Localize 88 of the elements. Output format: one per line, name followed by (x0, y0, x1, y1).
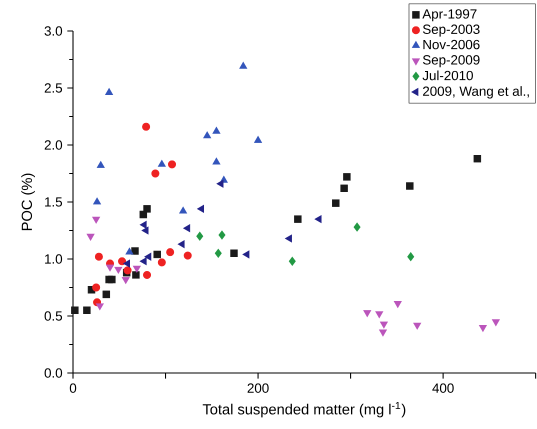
point (108, 276, 116, 284)
point (379, 330, 387, 336)
point (413, 322, 422, 330)
y-tick-label: 0.5 (44, 311, 62, 321)
point (142, 226, 149, 234)
point (96, 160, 105, 168)
x-axis-title: Total suspended matter (mg l$^{-1}$) (202, 402, 406, 418)
point (474, 154, 482, 162)
point (122, 277, 130, 284)
point (184, 252, 192, 260)
point (288, 256, 296, 266)
point (314, 215, 322, 224)
point (363, 310, 372, 318)
point (197, 204, 204, 213)
point (407, 252, 414, 262)
point (179, 206, 188, 214)
legend-label: 2009, Wang et al., (423, 86, 529, 99)
point (114, 266, 122, 274)
point (203, 131, 212, 138)
y-axis-title: POC (%) (21, 174, 35, 230)
point (71, 306, 79, 314)
x-tick-label: 0 (70, 383, 76, 393)
point (478, 324, 487, 332)
point (86, 234, 95, 241)
point (132, 266, 141, 273)
x-tick-label: 400 (432, 383, 454, 393)
point (254, 136, 262, 143)
point (354, 222, 361, 232)
point (380, 322, 388, 329)
point (158, 258, 166, 266)
point (212, 126, 220, 134)
point (332, 199, 340, 207)
point (106, 264, 114, 272)
y-tick-label: 1.0 (45, 254, 62, 264)
point (118, 257, 126, 266)
point (140, 257, 147, 266)
y-tick-label: 1.5 (45, 197, 62, 207)
point (178, 240, 185, 248)
point (142, 122, 150, 131)
point (96, 303, 104, 310)
y-tick-label: 2.0 (44, 140, 62, 150)
point (140, 220, 147, 229)
point (166, 248, 174, 256)
point (230, 250, 238, 258)
point (125, 248, 134, 255)
y-tick-label: 2.5 (44, 83, 62, 93)
point (218, 230, 226, 240)
point (153, 250, 161, 258)
point (375, 311, 384, 318)
point (340, 184, 348, 192)
point (102, 290, 110, 298)
point (131, 247, 139, 255)
point (242, 250, 250, 258)
point (124, 266, 132, 274)
y-tick-label: 0.0 (44, 368, 62, 378)
point (239, 62, 248, 69)
point (92, 283, 100, 292)
point (394, 301, 402, 308)
point (143, 205, 151, 213)
point (212, 158, 220, 164)
point (123, 260, 130, 268)
point (143, 270, 152, 279)
point (144, 252, 152, 261)
point (406, 182, 414, 190)
point (284, 234, 292, 242)
legend-label: Jul-2010 (422, 70, 473, 80)
point (196, 232, 204, 241)
point (183, 224, 190, 232)
legend-label: Sep-2009 (422, 55, 480, 68)
point (151, 169, 160, 178)
point (83, 306, 91, 314)
point (294, 215, 302, 223)
point (94, 252, 103, 261)
point (105, 88, 114, 95)
point (216, 180, 224, 188)
point (92, 216, 100, 224)
point (343, 173, 351, 181)
point (132, 271, 140, 279)
legend-label: Nov-2006 (423, 40, 480, 50)
point (158, 160, 166, 167)
point (93, 197, 102, 204)
point (168, 160, 176, 168)
point (214, 248, 222, 258)
y-tick-label: 3.0 (44, 26, 62, 36)
legend-label: Sep-2003 (422, 24, 480, 37)
x-tick-label: 200 (248, 383, 269, 393)
point (492, 319, 500, 326)
legend-label: Apr-1997 (422, 9, 477, 22)
